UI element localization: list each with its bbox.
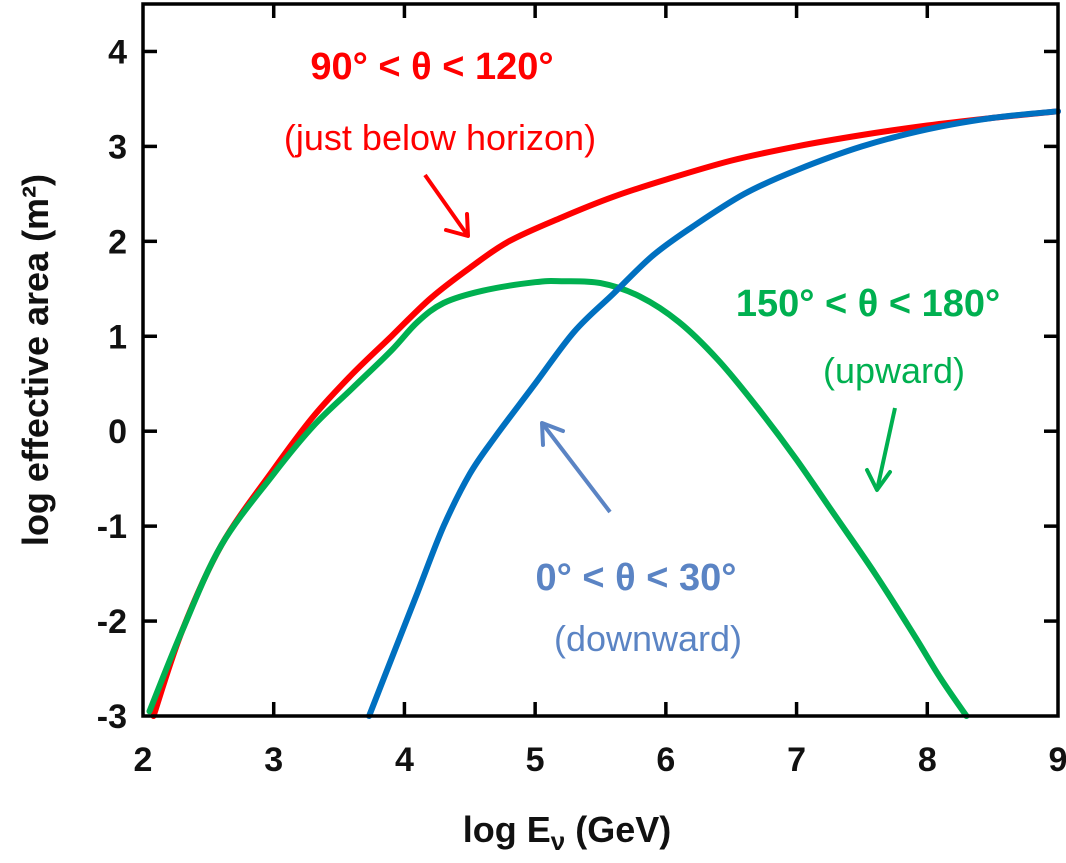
annotation-downward: 0° < θ < 30° (downward) xyxy=(536,421,742,659)
ticks-layer xyxy=(143,4,1058,716)
annotation-green-arrow-head xyxy=(865,468,892,492)
y-tick-label: -1 xyxy=(97,508,127,546)
x-tick-label: 8 xyxy=(918,741,937,779)
annotation-just-below-horizon: 90° < θ < 120° (just below horizon) xyxy=(284,46,596,238)
y-tick-label: 1 xyxy=(108,318,127,356)
x-tick-label: 9 xyxy=(1049,741,1066,779)
tick-labels-layer: 2 3 4 5 6 7 8 9 -3 -2 -1 0 1 2 3 4 xyxy=(97,33,1066,779)
x-axis-label-main: log E xyxy=(463,809,551,850)
x-axis-label: log Eν (GeV) xyxy=(463,809,671,856)
x-tick-label: 3 xyxy=(264,741,283,779)
x-tick-label: 4 xyxy=(395,741,414,779)
x-tick-label: 7 xyxy=(787,741,806,779)
y-tick-label: 4 xyxy=(108,33,127,71)
annotation-blue-desc: (downward) xyxy=(554,618,742,659)
annotation-upward: 150° < θ < 180° (upward) xyxy=(736,283,1000,492)
plot-frame xyxy=(141,2,1060,718)
x-tick-label: 5 xyxy=(526,741,545,779)
y-tick-label: 2 xyxy=(108,223,127,261)
annotation-red-desc: (just below horizon) xyxy=(284,117,596,158)
y-tick-label: 0 xyxy=(108,413,127,451)
annotation-red-range: 90° < θ < 120° xyxy=(310,46,553,88)
annotation-blue-range: 0° < θ < 30° xyxy=(536,557,737,599)
y-tick-label: 3 xyxy=(108,128,127,166)
y-tick-label: -2 xyxy=(97,603,127,641)
annotation-blue-arrow-head xyxy=(540,421,565,447)
x-tick-label: 2 xyxy=(134,741,153,779)
annotation-green-desc: (upward) xyxy=(823,350,965,391)
series-line-downward xyxy=(366,108,1061,719)
x-axis-label-unit: (GeV) xyxy=(565,809,671,850)
y-axis-label: log effective area (m²) xyxy=(15,174,56,546)
x-axis-label-sub: ν xyxy=(551,826,565,856)
annotation-red-arrow xyxy=(423,173,470,238)
series-layer xyxy=(146,108,1061,719)
series-line-upward xyxy=(146,278,970,719)
annotation-blue-arrow xyxy=(540,421,612,514)
y-tick-label: -3 xyxy=(97,698,127,736)
annotation-red-arrow-head xyxy=(444,212,470,238)
annotation-green-arrow xyxy=(875,407,897,491)
annotation-green-range: 150° < θ < 180° xyxy=(736,283,1000,325)
x-tick-label: 6 xyxy=(656,741,675,779)
